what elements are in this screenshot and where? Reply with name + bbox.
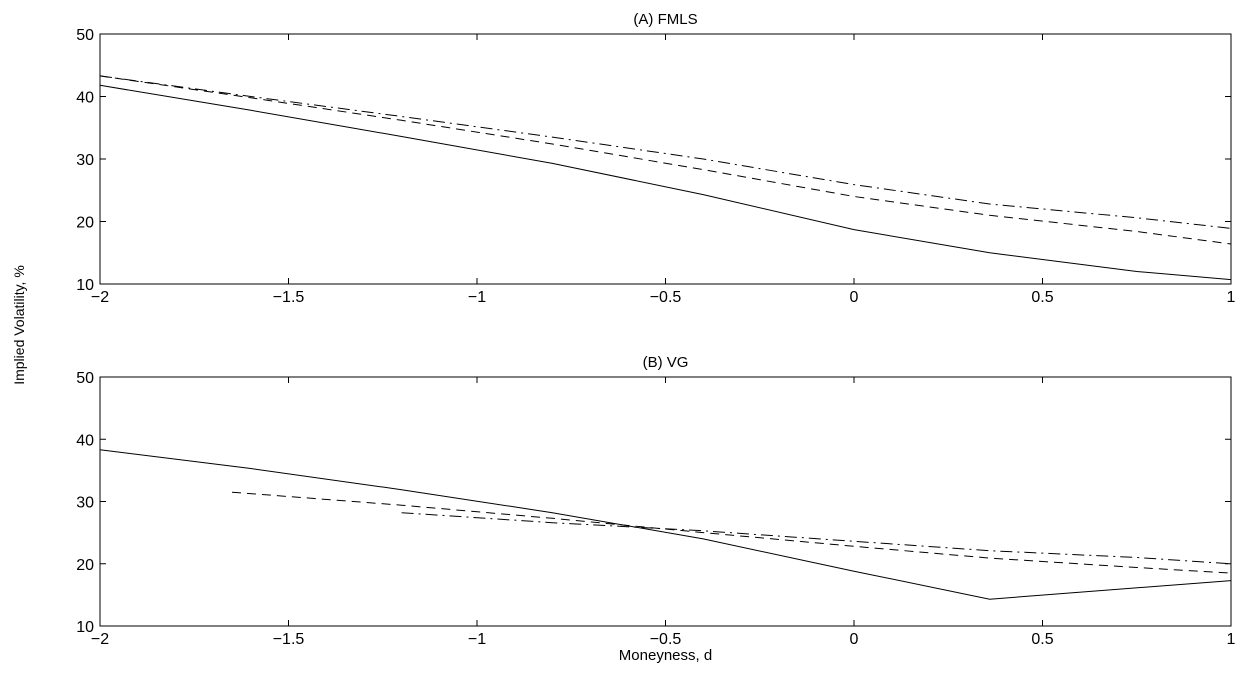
series-line-dashed [99, 75, 1232, 245]
x-tick-label: −1.5 [273, 289, 305, 306]
y-tick-label: 40 [76, 90, 94, 107]
x-tick-label: 0.5 [1031, 289, 1053, 306]
x-tick-label: 0.5 [1031, 631, 1053, 648]
x-tick-label: −0.5 [650, 631, 682, 648]
figure-ylabel: Implied Volatility, % [11, 265, 27, 385]
y-tick-label: 10 [76, 277, 94, 294]
x-tick-label: 0 [850, 289, 859, 306]
x-tick-label: −1 [468, 631, 486, 648]
chart-title: (B) VG [643, 354, 689, 371]
x-tick-label: 1 [1227, 289, 1236, 306]
y-tick-label: 20 [76, 557, 94, 574]
x-tick-label: 1 [1227, 631, 1236, 648]
y-tick-label: 10 [76, 619, 94, 636]
y-tick-label: 50 [76, 27, 94, 44]
panel-a: (A) FMLS −2 −1.5 −1 −0.5 0 0.5 1 10 20 30 40 50 [76, 11, 1235, 306]
series-line-dashed [231, 491, 1232, 574]
chart-title: (A) FMLS [633, 11, 697, 28]
x-tick-label: −2 [91, 631, 109, 648]
x-tick-label: −0.5 [650, 289, 682, 306]
panel-b: (B) VG −2 −1.5 −1 −0.5 0 0.5 1 10 20 30 40 50 Moneyne… [76, 354, 1235, 664]
series-line-dashdot [401, 512, 1232, 565]
series-line-solid [99, 84, 1232, 281]
y-tick-label: 20 [76, 215, 94, 232]
x-axis-label: Moneyness, d [619, 647, 712, 664]
x-tick-label: −2 [91, 289, 109, 306]
y-tick-label: 50 [76, 370, 94, 387]
y-tick-label: 30 [76, 495, 94, 512]
y-tick-label: 40 [76, 432, 94, 449]
series-line-dashdot [99, 75, 1232, 229]
x-tick-label: −1 [468, 289, 486, 306]
x-tick-label: 0 [850, 631, 859, 648]
x-tick-label: −1.5 [273, 631, 305, 648]
y-tick-label: 30 [76, 152, 94, 169]
